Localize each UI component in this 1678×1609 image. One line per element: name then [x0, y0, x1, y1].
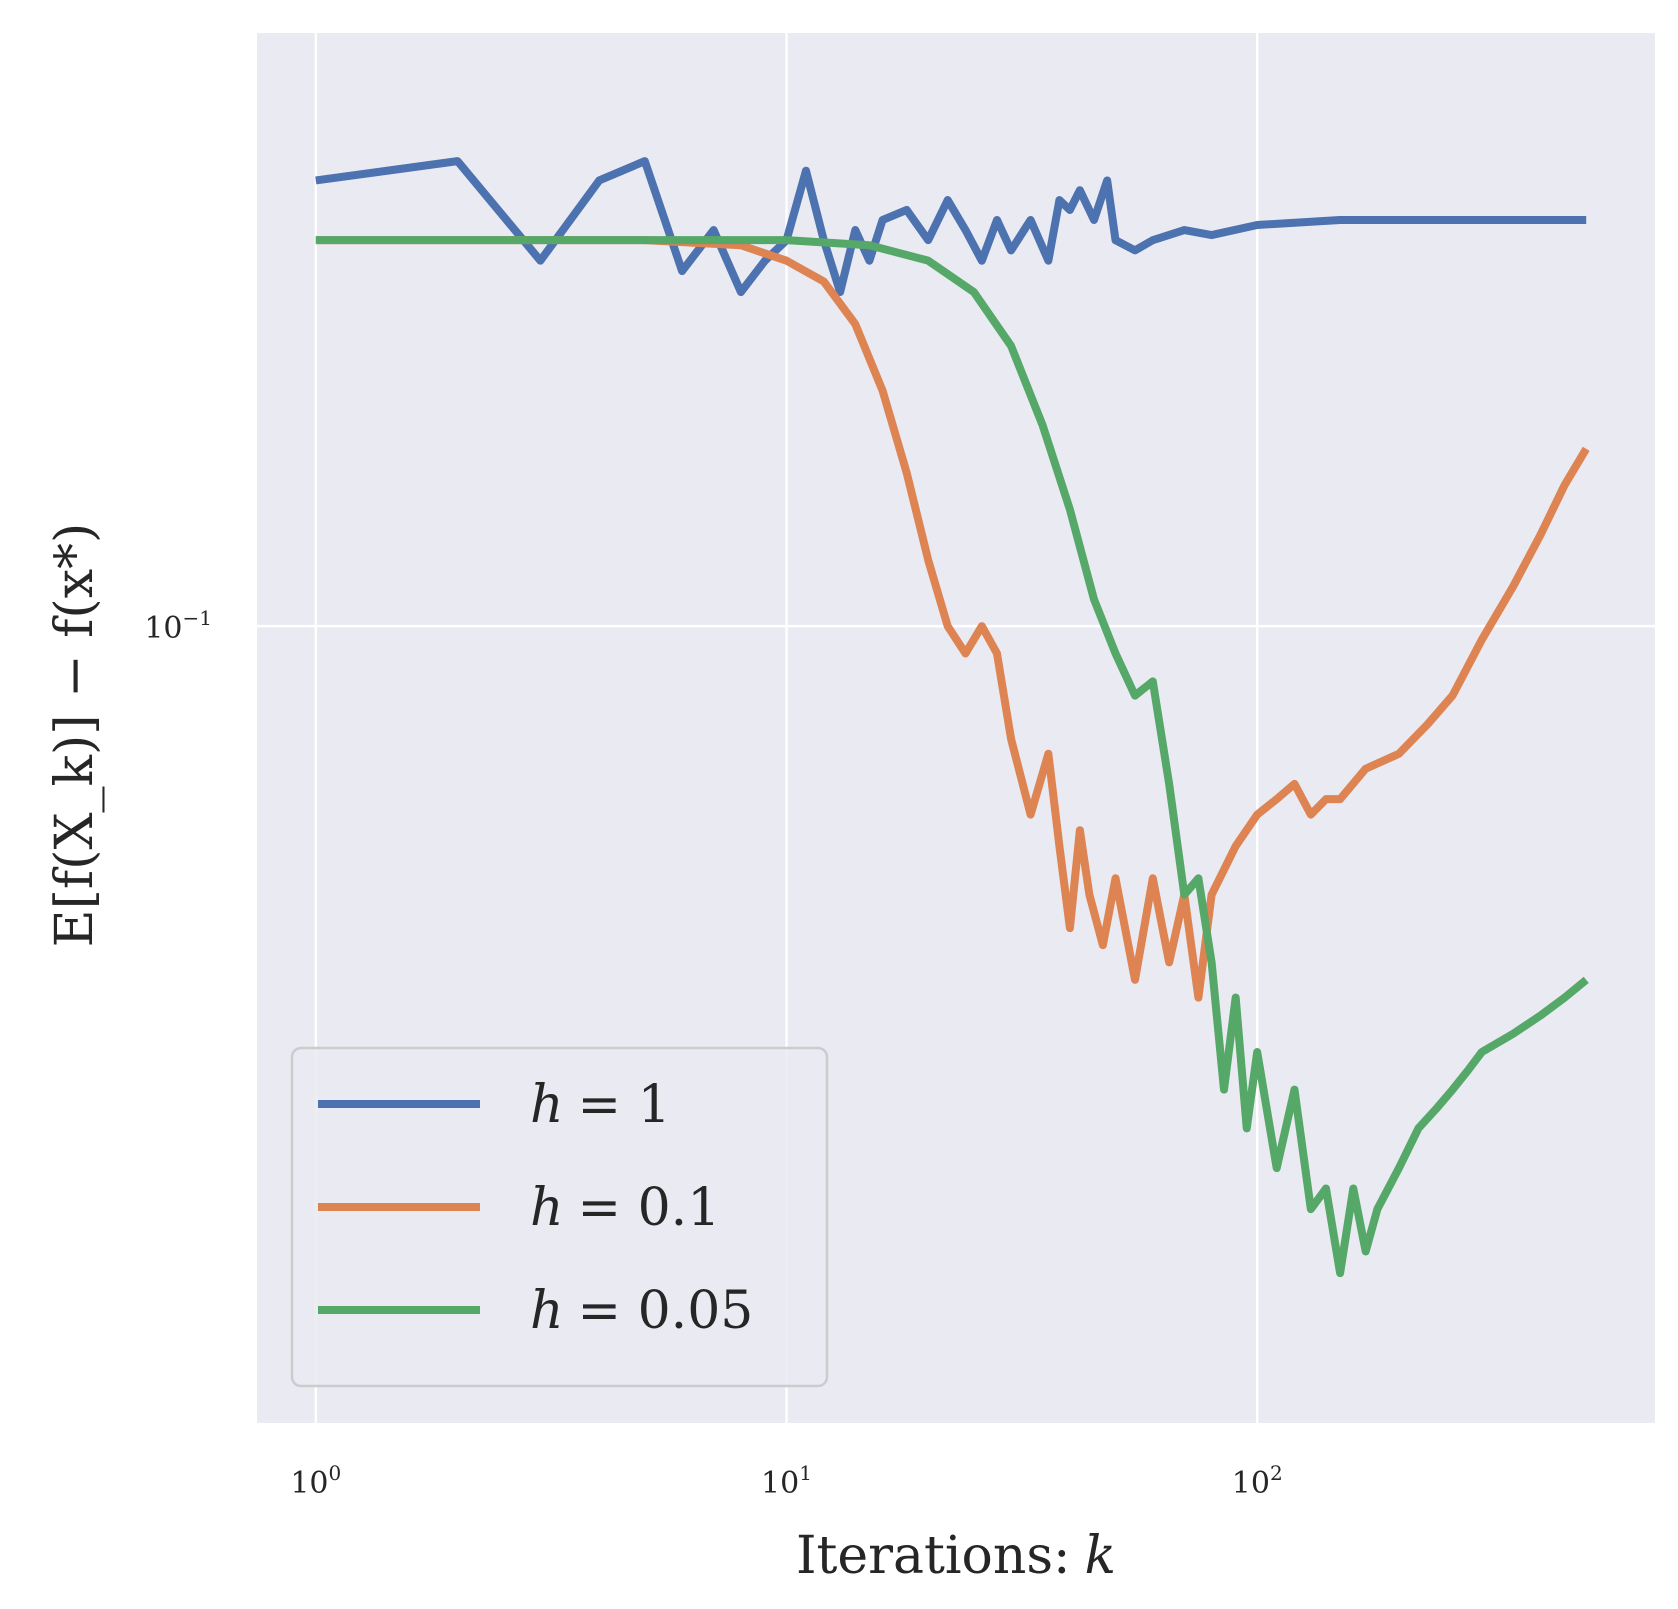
legend-value: = 1: [578, 1075, 671, 1135]
legend-value: = 0.05: [578, 1281, 754, 1341]
x-tick-exp: 2: [1270, 1461, 1283, 1485]
x-tick-label: 100: [290, 1461, 341, 1501]
legend: h = 1h = 0.1h = 0.05: [290, 1046, 829, 1388]
legend-box: [290, 1046, 829, 1388]
series-line-1: [315, 157, 1587, 297]
x-axis-title: Iterations: k: [796, 1526, 1116, 1586]
legend-value: = 0.1: [578, 1178, 721, 1238]
y-tick-base: 10: [144, 611, 182, 646]
legend-var: h: [530, 1075, 564, 1135]
x-axis-title-text: Iterations:: [796, 1526, 1071, 1586]
legend-var: h: [530, 1281, 564, 1341]
x-tick-label: 101: [761, 1461, 812, 1501]
x-tick-base: 10: [761, 1466, 799, 1501]
x-tick-exp: 0: [329, 1461, 342, 1485]
y-tick-label: 10−1: [144, 606, 212, 646]
x-tick-base: 10: [1232, 1466, 1270, 1501]
x-tick-base: 10: [290, 1466, 328, 1501]
legend-label: h = 0.05: [530, 1281, 753, 1341]
series-line-3: [315, 236, 1589, 1278]
series-line-2: [315, 236, 1590, 1002]
x-tick-exp: 1: [799, 1461, 812, 1485]
x-tick-label: 102: [1232, 1461, 1283, 1501]
legend-var: h: [530, 1178, 564, 1238]
legend-label: h = 1: [530, 1075, 671, 1135]
y-tick-exp: −1: [183, 606, 212, 630]
series-layer: [315, 157, 1590, 1278]
x-axis-title-var: k: [1085, 1526, 1117, 1586]
legend-label: h = 0.1: [530, 1178, 720, 1238]
y-axis-title: E[f(X_k)] − f(x*): [45, 523, 105, 948]
